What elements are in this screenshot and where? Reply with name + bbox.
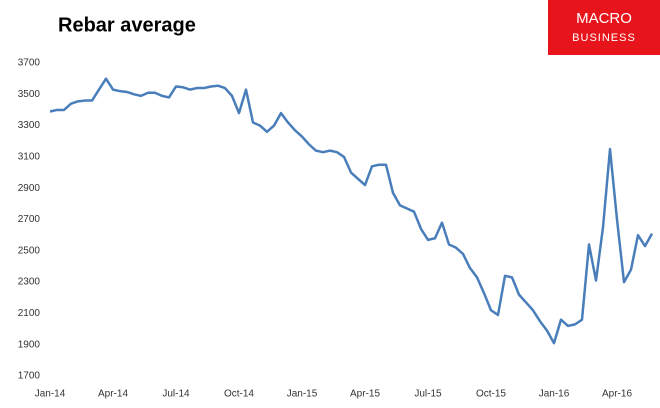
y-tick-label: 2500	[18, 245, 41, 256]
x-tick-label: Jan-15	[287, 389, 318, 400]
y-tick-label: 2300	[18, 277, 41, 288]
y-tick-label: 1900	[18, 339, 41, 350]
chart-title: Rebar average	[58, 14, 196, 36]
x-tick-label: Jul-15	[414, 389, 442, 400]
logo-text: BUSINESS	[572, 32, 636, 44]
y-tick-label: 3300	[18, 120, 41, 131]
y-tick-label: 1700	[18, 371, 41, 382]
x-tick-label: Apr-16	[602, 389, 632, 400]
y-tick-label: 2100	[18, 308, 41, 319]
x-tick-label: Apr-15	[350, 389, 380, 400]
x-tick-label: Jan-14	[35, 389, 66, 400]
y-tick-label: 3700	[18, 58, 41, 69]
x-tick-label: Jan-16	[539, 389, 570, 400]
y-tick-label: 2700	[18, 214, 41, 225]
y-tick-label: 2900	[18, 183, 41, 194]
y-tick-label: 3100	[18, 152, 41, 163]
data-line	[49, 77, 654, 345]
logo-box	[548, 0, 660, 55]
x-tick-label: Oct-14	[224, 389, 254, 400]
x-tick-label: Oct-15	[476, 389, 506, 400]
x-tick-label: Apr-14	[98, 389, 128, 400]
y-tick-label: 3500	[18, 89, 41, 100]
logo-text: MACRO	[576, 10, 632, 27]
x-tick-label: Jul-14	[162, 389, 190, 400]
